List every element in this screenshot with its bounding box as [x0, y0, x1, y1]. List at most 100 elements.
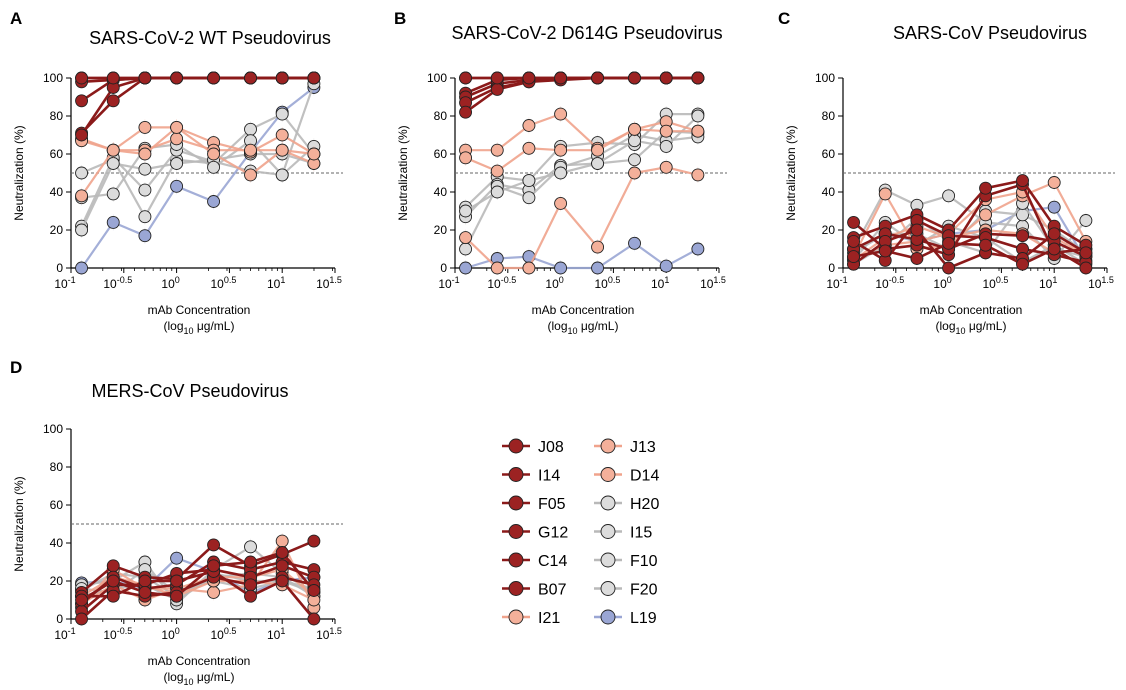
data-point: [170, 71, 184, 85]
y-tick-label: 100: [43, 422, 63, 436]
legend-marker: [508, 609, 524, 625]
legend-marker: [508, 581, 524, 596]
data-point: [691, 168, 705, 182]
data-point: [170, 551, 184, 565]
data-point: [659, 124, 673, 138]
data-point: [75, 71, 89, 85]
data-point: [275, 107, 289, 121]
x-tick-label: 100.5: [210, 626, 236, 642]
x-tick-label: 10-0.5: [487, 275, 516, 291]
data-point: [591, 240, 605, 254]
data-point: [138, 147, 152, 161]
data-point: [307, 612, 321, 626]
data-point: [910, 252, 924, 265]
data-point: [75, 166, 89, 180]
data-point: [979, 181, 993, 195]
x-axis-sublabel: (log10 μg/mL): [164, 670, 235, 687]
series-B07: [75, 71, 321, 85]
y-tick-label: 80: [822, 109, 836, 123]
y-tick-label: 0: [56, 261, 63, 275]
data-point: [1079, 261, 1093, 275]
legend-marker: [508, 552, 524, 568]
x-tick-label: 100: [545, 275, 563, 291]
data-point: [244, 578, 257, 592]
x-tick-label: 100.5: [210, 275, 236, 291]
y-tick-label: 40: [50, 185, 64, 199]
data-point: [106, 143, 120, 157]
data-point: [170, 589, 184, 603]
data-point: [275, 168, 289, 182]
legend-label: C14: [538, 553, 567, 570]
data-point: [910, 223, 924, 237]
x-tick-label: 10-0.5: [103, 626, 132, 642]
data-point: [170, 120, 184, 134]
data-point: [659, 71, 673, 85]
data-point: [75, 189, 89, 203]
data-point: [106, 589, 120, 603]
legend-marker: [600, 581, 616, 596]
data-point: [75, 593, 89, 607]
y-tick-label: 80: [50, 109, 64, 123]
data-point: [522, 191, 536, 205]
data-point: [691, 109, 705, 123]
data-point: [75, 261, 89, 275]
panel-title: SARS-CoV-2 D614G Pseudovirus: [451, 23, 722, 43]
y-tick-label: 20: [434, 223, 448, 237]
data-point: [522, 119, 536, 132]
y-tick-label: 60: [50, 147, 64, 161]
panel-letter: C: [778, 9, 790, 28]
x-axis-label: mAb Concentration: [148, 303, 251, 317]
data-point: [275, 546, 289, 559]
series-I21: [459, 159, 705, 275]
x-tick-label: 10-0.5: [875, 275, 904, 291]
y-tick-label: 100: [815, 71, 835, 85]
x-tick-label: 101: [267, 275, 285, 291]
y-tick-label: 0: [440, 261, 447, 275]
data-point: [170, 179, 184, 193]
y-tick-label: 0: [56, 612, 63, 626]
y-tick-label: 60: [434, 147, 448, 161]
data-point: [138, 120, 152, 134]
legend-label: I21: [538, 610, 560, 627]
y-tick-label: 40: [50, 536, 64, 550]
y-tick-label: 40: [822, 185, 836, 199]
data-point: [628, 71, 641, 85]
y-axis-label: Neutralization (%): [784, 125, 798, 220]
x-tick-label: 10-1: [54, 626, 75, 642]
y-tick-label: 100: [43, 71, 63, 85]
data-point: [490, 82, 504, 96]
legend-marker: [600, 609, 616, 625]
data-point: [1016, 257, 1029, 271]
data-point: [490, 261, 504, 275]
panel-letter: A: [10, 9, 22, 28]
data-point: [659, 139, 673, 153]
data-point: [691, 124, 705, 138]
data-point: [138, 183, 152, 197]
data-point: [106, 559, 120, 573]
legend-item-B07: B07: [502, 581, 567, 599]
legend-label: G12: [538, 525, 568, 542]
data-point: [459, 105, 473, 119]
data-point: [1047, 176, 1061, 189]
data-point: [1047, 200, 1061, 214]
data-point: [591, 143, 605, 157]
x-tick-label: 100: [161, 626, 179, 642]
legend-marker: [508, 438, 524, 454]
data-point: [490, 164, 504, 178]
data-point: [1079, 214, 1093, 227]
data-point: [307, 534, 321, 548]
data-point: [1047, 242, 1061, 256]
y-tick-label: 100: [427, 71, 447, 85]
legend-item-I15: I15: [594, 524, 652, 542]
data-point: [847, 250, 861, 264]
y-tick-label: 60: [50, 498, 64, 512]
series-B07: [459, 71, 705, 85]
data-point: [878, 187, 892, 201]
data-point: [628, 236, 641, 250]
data-point: [878, 244, 892, 258]
y-tick-label: 80: [434, 109, 448, 123]
legend-item-C14: C14: [502, 552, 567, 570]
legend-label: H20: [630, 496, 659, 513]
legend-label: I14: [538, 468, 560, 485]
x-tick-label: 10-1: [438, 275, 459, 291]
